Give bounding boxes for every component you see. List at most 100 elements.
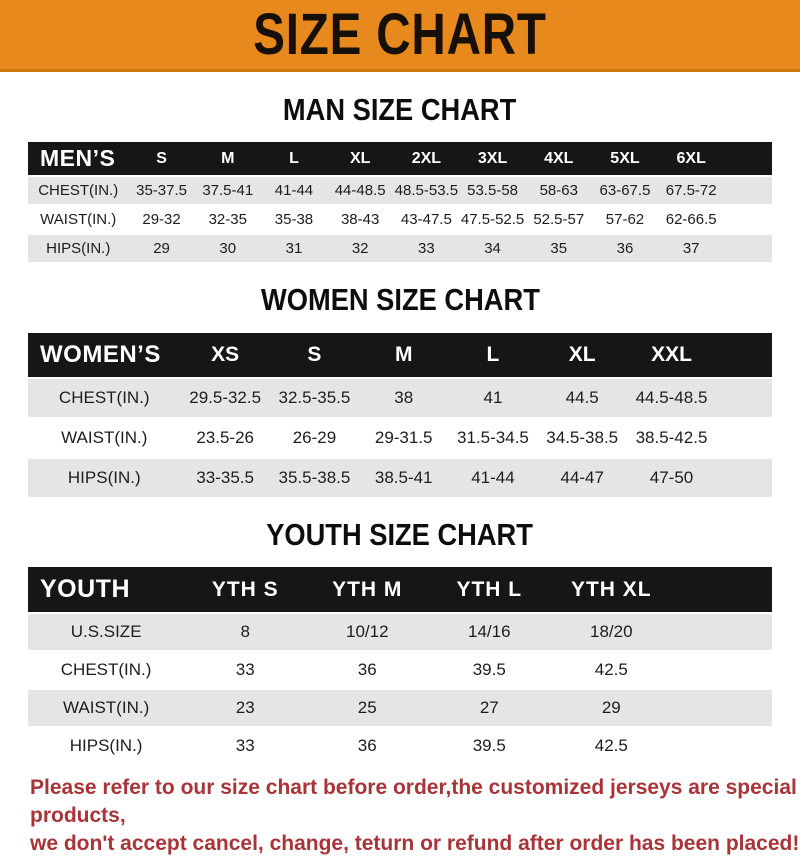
men-size-table: MEN’S S M L XL 2XL 3XL 4XL 5XL 6XL CHEST… [28, 140, 772, 264]
column-header: XL [537, 333, 627, 377]
column-header: L [260, 142, 328, 175]
size-value: 38-43 [327, 206, 394, 233]
women-section-title-text: WOMEN SIZE CHART [260, 282, 540, 317]
size-value: 43-47.5 [393, 206, 460, 233]
size-value: 32.5-35.5 [269, 379, 360, 417]
size-value: 33-35.5 [180, 459, 270, 497]
size-value: 47.5-52.5 [459, 206, 526, 233]
youth-hips-row: HIPS(IN.) 33 36 39.5 42.5 [28, 728, 772, 764]
column-header: XXL [626, 333, 717, 377]
men-section-title-text: MAN SIZE CHART [283, 92, 517, 127]
youth-ussize-row: U.S.SIZE 8 10/12 14/16 18/20 [28, 614, 772, 650]
row-label: WAIST(IN.) [28, 206, 129, 233]
spacer-cell [716, 459, 772, 497]
youth-chest-row: CHEST(IN.) 33 36 39.5 42.5 [28, 652, 772, 688]
row-label: CHEST(IN.) [28, 652, 185, 688]
size-value: 29 [550, 690, 673, 726]
size-value: 47-50 [626, 459, 717, 497]
size-value: 23.5-26 [180, 419, 270, 457]
column-header: YTH M [306, 567, 429, 612]
women-waist-row: WAIST(IN.) 23.5-26 26-29 29-31.5 31.5-34… [28, 419, 772, 457]
youth-header-row: YOUTH YTH S YTH M YTH L YTH XL [28, 567, 772, 612]
column-header: 2XL [393, 142, 460, 175]
men-chest-row: CHEST(IN.) 35-37.5 37.5-41 41-44 44-48.5… [28, 177, 772, 204]
size-value: 34 [459, 235, 526, 262]
column-header: YTH L [428, 567, 551, 612]
men-table-label: MEN’S [28, 142, 129, 175]
row-label: WAIST(IN.) [28, 690, 185, 726]
youth-table-label: YOUTH [28, 567, 185, 612]
women-section-title: WOMEN SIZE CHART [0, 264, 800, 331]
spacer-cell [724, 177, 772, 204]
column-header: M [359, 333, 449, 377]
size-value: 33 [184, 652, 307, 688]
spacer-cell [724, 206, 772, 233]
column-header: 6XL [658, 142, 725, 175]
size-value: 10/12 [306, 614, 429, 650]
spacer-cell [672, 652, 772, 688]
size-value: 36 [306, 652, 429, 688]
row-label: HIPS(IN.) [28, 728, 185, 764]
size-value: 44-48.5 [327, 177, 394, 204]
spacer-cell [672, 614, 772, 650]
size-value: 33 [393, 235, 460, 262]
column-header: 5XL [591, 142, 659, 175]
women-chest-row: CHEST(IN.) 29.5-32.5 32.5-35.5 38 41 44.… [28, 379, 772, 417]
men-header-row: MEN’S S M L XL 2XL 3XL 4XL 5XL 6XL [28, 142, 772, 175]
column-header: 3XL [459, 142, 526, 175]
column-header: XL [327, 142, 394, 175]
size-value: 37.5-41 [194, 177, 261, 204]
column-header: XS [180, 333, 270, 377]
spacer-cell [724, 142, 772, 175]
women-size-table: WOMEN’S XS S M L XL XXL CHEST(IN.) 29.5-… [28, 331, 772, 499]
size-value: 38 [359, 379, 449, 417]
size-chart-banner: SIZE CHART [0, 0, 800, 72]
size-value: 41-44 [448, 459, 538, 497]
size-value: 67.5-72 [658, 177, 725, 204]
banner-title: SIZE CHART [253, 1, 547, 67]
women-table-label: WOMEN’S [28, 333, 181, 377]
size-value: 27 [428, 690, 551, 726]
spacer-cell [672, 728, 772, 764]
size-value: 41-44 [260, 177, 328, 204]
size-value: 35.5-38.5 [269, 459, 360, 497]
spacer-cell [724, 235, 772, 262]
row-label: WAIST(IN.) [28, 419, 181, 457]
size-value: 30 [194, 235, 261, 262]
size-value: 18/20 [550, 614, 673, 650]
row-label: CHEST(IN.) [28, 177, 129, 204]
size-value: 44.5 [537, 379, 627, 417]
size-value: 35-38 [260, 206, 328, 233]
size-value: 63-67.5 [591, 177, 659, 204]
size-value: 36 [591, 235, 659, 262]
size-value: 8 [184, 614, 307, 650]
size-value: 29-31.5 [359, 419, 449, 457]
column-header: S [269, 333, 360, 377]
women-header-row: WOMEN’S XS S M L XL XXL [28, 333, 772, 377]
size-value: 36 [306, 728, 429, 764]
size-value: 34.5-38.5 [537, 419, 627, 457]
row-label: HIPS(IN.) [28, 459, 181, 497]
size-value: 35-37.5 [128, 177, 195, 204]
size-value: 42.5 [550, 728, 673, 764]
women-hips-row: HIPS(IN.) 33-35.5 35.5-38.5 38.5-41 41-4… [28, 459, 772, 497]
row-label: U.S.SIZE [28, 614, 185, 650]
size-value: 53.5-58 [459, 177, 526, 204]
column-header: S [128, 142, 195, 175]
row-label: CHEST(IN.) [28, 379, 181, 417]
spacer-cell [716, 333, 772, 377]
men-hips-row: HIPS(IN.) 29 30 31 32 33 34 35 36 37 [28, 235, 772, 262]
column-header: YTH XL [550, 567, 673, 612]
size-value: 62-66.5 [658, 206, 725, 233]
size-value: 52.5-57 [525, 206, 592, 233]
row-label: HIPS(IN.) [28, 235, 129, 262]
men-waist-row: WAIST(IN.) 29-32 32-35 35-38 38-43 43-47… [28, 206, 772, 233]
size-value: 23 [184, 690, 307, 726]
size-value: 39.5 [428, 728, 551, 764]
size-value: 14/16 [428, 614, 551, 650]
youth-waist-row: WAIST(IN.) 23 25 27 29 [28, 690, 772, 726]
size-value: 29.5-32.5 [180, 379, 270, 417]
column-header: 4XL [525, 142, 592, 175]
column-header: M [194, 142, 261, 175]
size-value: 37 [658, 235, 725, 262]
